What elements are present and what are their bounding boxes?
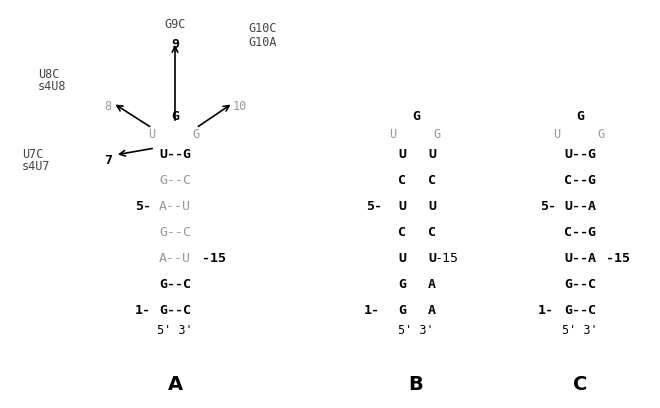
Text: U8C: U8C <box>38 68 59 81</box>
Text: G10A: G10A <box>248 36 277 49</box>
Text: 9: 9 <box>171 38 179 51</box>
Text: U--A: U--A <box>564 252 596 265</box>
Text: U--G: U--G <box>564 148 596 161</box>
Text: G: G <box>171 110 179 123</box>
Text: -15: -15 <box>435 252 459 265</box>
Text: G: G <box>434 128 441 141</box>
Text: U7C: U7C <box>22 148 44 161</box>
Text: 8: 8 <box>104 100 112 113</box>
Text: B: B <box>409 375 423 394</box>
Text: U: U <box>428 200 436 213</box>
Text: 5-: 5- <box>540 200 556 213</box>
Text: 10: 10 <box>233 100 247 113</box>
Text: U: U <box>398 148 406 161</box>
Text: C: C <box>398 174 406 187</box>
Text: s4U7: s4U7 <box>22 160 51 173</box>
Text: -15: -15 <box>606 252 630 265</box>
Text: C: C <box>398 226 406 239</box>
Text: G: G <box>398 304 406 317</box>
Text: G: G <box>597 128 605 141</box>
Text: G--C: G--C <box>159 174 191 187</box>
Text: A: A <box>168 375 183 394</box>
Text: U: U <box>398 252 406 265</box>
Text: U: U <box>389 128 397 141</box>
Text: G--C: G--C <box>159 278 191 291</box>
Text: U: U <box>148 128 156 141</box>
Text: A--U: A--U <box>159 252 191 265</box>
Text: G: G <box>398 278 406 291</box>
Text: 7: 7 <box>104 154 112 167</box>
Text: G10C: G10C <box>248 22 277 35</box>
Text: G9C: G9C <box>164 18 185 31</box>
Text: 5' 3': 5' 3' <box>157 324 193 337</box>
Text: G: G <box>412 110 420 123</box>
Text: 5-: 5- <box>135 200 151 213</box>
Text: 5' 3': 5' 3' <box>398 324 434 337</box>
Text: A--U: A--U <box>159 200 191 213</box>
Text: G--C: G--C <box>159 226 191 239</box>
Text: G--C: G--C <box>564 304 596 317</box>
Text: G: G <box>576 110 584 123</box>
Text: U--A: U--A <box>564 200 596 213</box>
Text: -15: -15 <box>202 252 226 265</box>
Text: 5-: 5- <box>366 200 382 213</box>
Text: C--G: C--G <box>564 174 596 187</box>
Text: G: G <box>193 128 199 141</box>
Text: A: A <box>428 304 436 317</box>
Text: G--C: G--C <box>564 278 596 291</box>
Text: C: C <box>573 375 587 394</box>
Text: 1-: 1- <box>135 304 151 317</box>
Text: 5' 3': 5' 3' <box>562 324 598 337</box>
Text: U: U <box>428 252 436 265</box>
Text: A: A <box>428 278 436 291</box>
Text: 1-: 1- <box>364 304 380 317</box>
Text: U--G: U--G <box>159 148 191 161</box>
Text: C: C <box>428 174 436 187</box>
Text: U: U <box>428 148 436 161</box>
Text: C--G: C--G <box>564 226 596 239</box>
Text: C: C <box>428 226 436 239</box>
Text: G--C: G--C <box>159 304 191 317</box>
Text: U: U <box>554 128 560 141</box>
Text: 1-: 1- <box>538 304 554 317</box>
Text: s4U8: s4U8 <box>38 80 67 93</box>
Text: U: U <box>398 200 406 213</box>
